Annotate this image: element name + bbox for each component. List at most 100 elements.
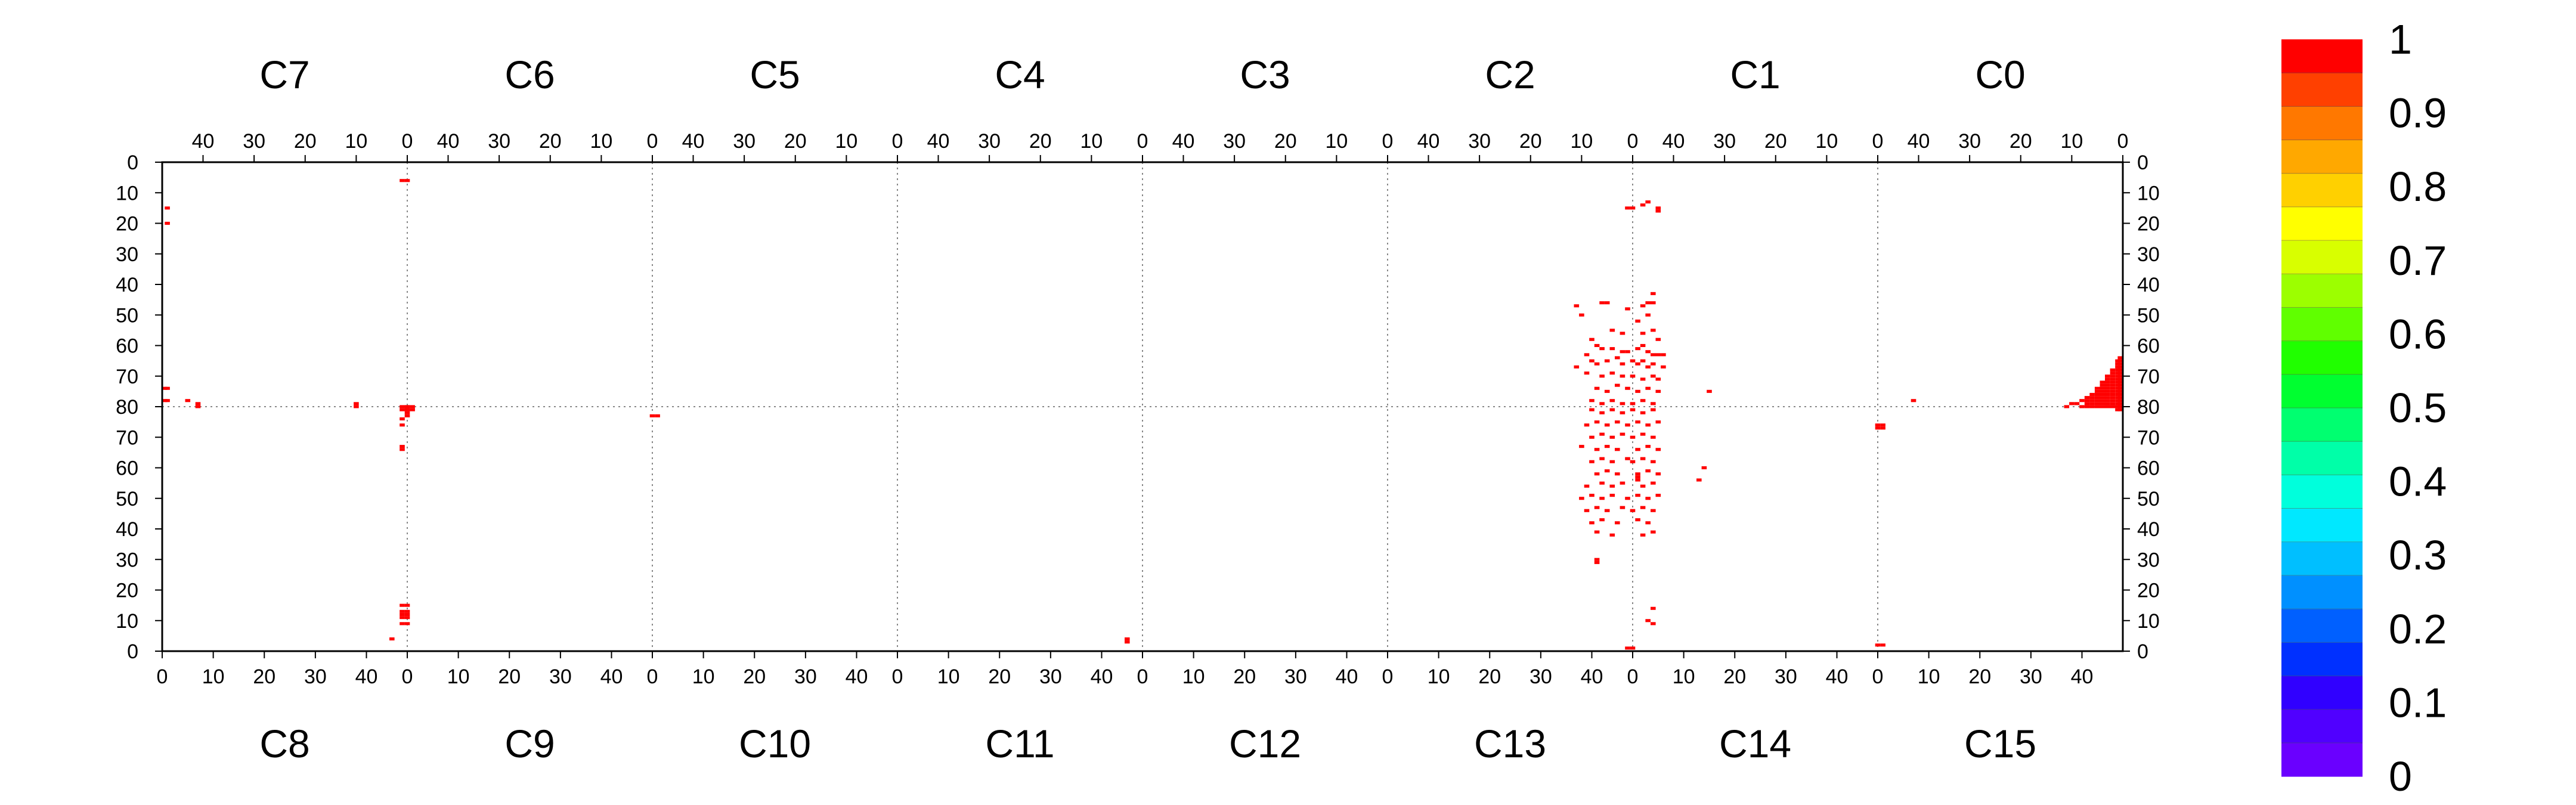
heatmap-cell [2117,356,2123,360]
heatmap-cell [2115,405,2120,408]
bottom-tick-label: 30 [1530,665,1552,688]
heatmap-cell [400,179,405,182]
left-tick-label: 40 [116,518,138,541]
heatmap-cell [2110,371,2116,375]
heatmap-cell [1125,640,1130,644]
colorbar-tick-label: 0.8 [2389,163,2447,210]
heatmap-cell [2117,359,2123,363]
heatmap-cell [354,405,359,408]
heatmap-cell [1651,435,1656,439]
chamber-label-top: C0 [1975,52,2025,97]
heatmap-cell [2115,371,2120,375]
colorbar-segment [2281,140,2363,174]
heatmap-cell [1651,530,1656,534]
right-tick-label: 10 [2137,610,2160,633]
heatmap-cell [1599,432,1605,436]
heatmap-cell [404,411,410,414]
heatmap-cell [1599,457,1605,460]
heatmap-cell [1651,509,1656,512]
colorbar-segment [2281,642,2363,677]
chamber-label-bottom: C10 [739,722,811,766]
bottom-tick-label: 20 [1968,665,1991,688]
heatmap-cell [1599,518,1605,522]
right-tick-label: 30 [2137,243,2160,266]
heatmap-cell [2110,402,2116,405]
heatmap-cell [1609,329,1615,332]
heatmap-cell [1875,423,1881,427]
top-tick-label: 20 [1764,130,1787,153]
heatmap-cell [1645,365,1651,369]
heatmap-cell [2105,402,2110,405]
heatmap-cell [1640,343,1646,347]
heatmap-cell [1630,646,1636,650]
top-tick-label: 10 [1815,130,1838,153]
top-tick-label: 40 [927,130,950,153]
top-tick-label: 0 [892,130,903,153]
bottom-tick-label: 30 [304,665,327,688]
heatmap-cell [2105,392,2110,396]
bottom-tick-label: 0 [892,665,903,688]
heatmap-cell [1594,530,1600,534]
heatmap-cell [2115,389,2120,393]
heatmap-cell [1625,646,1630,650]
right-tick-label: 70 [2137,366,2160,388]
heatmap-cell [1655,420,1661,424]
right-tick-label: 50 [2137,304,2160,327]
heatmap-cell [2105,386,2110,390]
heatmap-cells [162,179,2123,650]
bottom-tick-label: 0 [647,665,658,688]
heatmap-cell [354,402,359,405]
heatmap-cell [1589,435,1594,439]
heatmap-cell [1880,423,1885,427]
heatmap-cell [2079,399,2085,402]
heatmap-cell [1589,399,1594,402]
heatmap-cell [195,402,201,405]
top-tick-label: 10 [590,130,612,153]
heatmap-cell [1635,475,1640,479]
colorbar-segment [2281,39,2363,73]
heatmap-cell [2079,405,2085,408]
heatmap-cell [1609,533,1615,537]
top-tick-label: 40 [192,130,215,153]
heatmap-cell [1645,619,1651,623]
heatmap-cell [404,609,410,613]
bottom-tick-label: 40 [1336,665,1358,688]
heatmap-cell [1651,292,1656,295]
bottom-tick-label: 10 [1428,665,1450,688]
heatmap-cell [1651,301,1656,305]
heatmap-cell [2089,396,2095,400]
top-tick-label: 30 [243,130,265,153]
heatmap-cell [1620,481,1626,485]
colorbar-segment [2281,340,2363,375]
right-tick-label: 50 [2137,488,2160,510]
heatmap-cell [1640,533,1646,537]
colorbar-segment [2281,73,2363,107]
heatmap-cell [1651,329,1656,332]
colorbar-segment [2281,240,2363,274]
heatmap-cell [1651,402,1656,405]
heatmap-cell [400,417,405,420]
heatmap-cell [1620,332,1626,335]
heatmap-cell [1589,494,1594,497]
top-tick-label: 40 [437,130,460,153]
left-tick-label: 60 [116,457,138,480]
top-tick-label: 10 [835,130,857,153]
top-tick-label: 0 [1137,130,1148,153]
top-tick-label: 30 [1958,130,1981,153]
heatmap-cell [1609,494,1615,497]
heatmap-cell [400,405,405,408]
bottom-tick-label: 0 [1137,665,1148,688]
heatmap-cell [2110,389,2116,393]
heatmap-cell [400,609,405,613]
bottom-tick-label: 20 [743,665,766,688]
heatmap-cell [1615,356,1620,360]
heatmap-cell [2089,405,2095,408]
heatmap-cell [2110,396,2116,400]
colorbar-tick-label: 0.7 [2389,237,2447,284]
heatmap-cell [1655,353,1661,357]
heatmap-cell [1609,484,1615,488]
bottom-tick-label: 40 [846,665,868,688]
right-tick-label: 70 [2137,426,2160,449]
bottom-tick-label: 0 [1627,665,1639,688]
